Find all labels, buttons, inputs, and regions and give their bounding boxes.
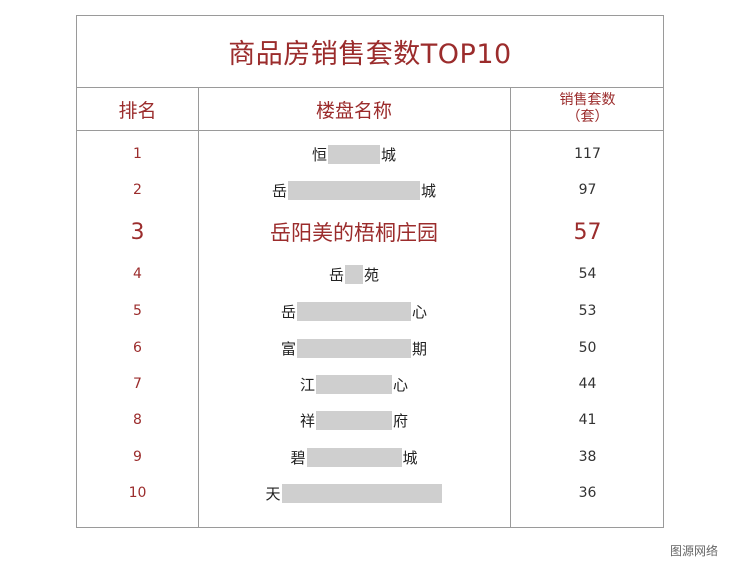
table-row: 1 恒 城 117: [77, 143, 663, 165]
table-row: 4 岳 苑 54: [77, 263, 663, 285]
count-cell: 38: [578, 449, 597, 465]
name-cell: 祥 府: [198, 410, 510, 431]
rank-cell: 2: [133, 182, 142, 198]
table-row: 6 富 期 50: [77, 337, 663, 359]
count-cell: 36: [578, 485, 597, 501]
table-row: 5 岳 心 53: [77, 300, 663, 322]
name-end: 心: [412, 302, 428, 321]
header-divider: [77, 130, 663, 131]
name-end: 苑: [364, 265, 380, 284]
table-row: 10 天 36: [77, 482, 663, 504]
title-bar: 商品房销售套数TOP10: [77, 16, 663, 88]
column-divider: [198, 88, 199, 527]
column-divider: [510, 88, 511, 527]
top10-table: 商品房销售套数TOP10 排名 楼盘名称 销售套数 （套） 1 恒 城 117 …: [76, 15, 664, 528]
image-source-note: 图源网络: [669, 544, 718, 558]
name-end: 城: [381, 145, 397, 164]
rank-cell: 9: [133, 449, 142, 465]
name-start: 岳: [271, 181, 287, 200]
redaction-mask: [328, 144, 380, 164]
header-rank: 排名: [118, 99, 157, 122]
name-start: 祥: [299, 411, 315, 430]
count-cell: 50: [578, 340, 597, 356]
count-cell: 97: [578, 182, 597, 198]
name-start: 天: [265, 484, 281, 503]
table-row: 8 祥 府 41: [77, 409, 663, 431]
name-cell: 富 期: [198, 338, 510, 359]
table-row-highlighted: 3 岳阳美的梧桐庄园 57: [77, 215, 663, 249]
redaction-mask: [306, 447, 402, 467]
redaction-mask: [297, 338, 411, 358]
name-start: 富: [280, 339, 296, 358]
header-count-unit: （套）: [566, 109, 609, 125]
name-end: 期: [412, 339, 428, 358]
name-cell: 岳 心: [198, 301, 510, 322]
rank-cell: 3: [130, 219, 145, 245]
count-cell: 57: [573, 219, 602, 245]
redaction-mask: [288, 180, 420, 200]
name-end: 城: [402, 448, 418, 467]
name-cell: 碧 城: [198, 447, 510, 468]
table-row: 9 碧 城 38: [77, 446, 663, 468]
table-title: 商品房销售套数TOP10: [228, 39, 512, 70]
rank-cell: 1: [133, 146, 142, 162]
name-end: 城: [421, 181, 437, 200]
name-start: 江: [299, 375, 315, 394]
name-start: 恒: [311, 145, 327, 164]
name-cell: 岳阳美的梧桐庄园: [270, 221, 438, 245]
count-cell: 53: [578, 303, 597, 319]
rank-cell: 8: [133, 412, 142, 428]
table-row: 7 江 心 44: [77, 373, 663, 395]
rank-cell: 6: [133, 340, 142, 356]
header-name: 楼盘名称: [315, 99, 392, 122]
redaction-mask: [297, 301, 411, 321]
name-start: 碧: [290, 448, 306, 467]
name-start: 岳: [328, 265, 344, 284]
redaction-mask: [281, 483, 442, 503]
name-cell: 岳 苑: [198, 264, 510, 285]
name-cell: 天: [198, 483, 510, 504]
count-cell: 44: [578, 376, 597, 392]
redaction-mask: [316, 374, 392, 394]
header-count: 销售套数 （套）: [510, 88, 665, 130]
name-cell: 岳 城: [198, 180, 510, 201]
count-cell: 54: [578, 266, 597, 282]
name-start: 岳: [280, 302, 296, 321]
header-count-label: 销售套数: [559, 92, 616, 108]
name-end: 心: [393, 375, 409, 394]
redaction-mask: [345, 264, 363, 284]
name-cell: 江 心: [198, 374, 510, 395]
rank-cell: 4: [133, 266, 142, 282]
count-cell: 117: [574, 146, 601, 162]
table-row: 2 岳 城 97: [77, 179, 663, 201]
count-cell: 41: [578, 412, 597, 428]
name-end: 府: [393, 411, 409, 430]
rank-cell: 5: [133, 303, 142, 319]
rank-cell: 7: [133, 376, 142, 392]
name-cell: 恒 城: [198, 144, 510, 165]
rank-cell: 10: [128, 485, 147, 501]
redaction-mask: [316, 410, 392, 430]
